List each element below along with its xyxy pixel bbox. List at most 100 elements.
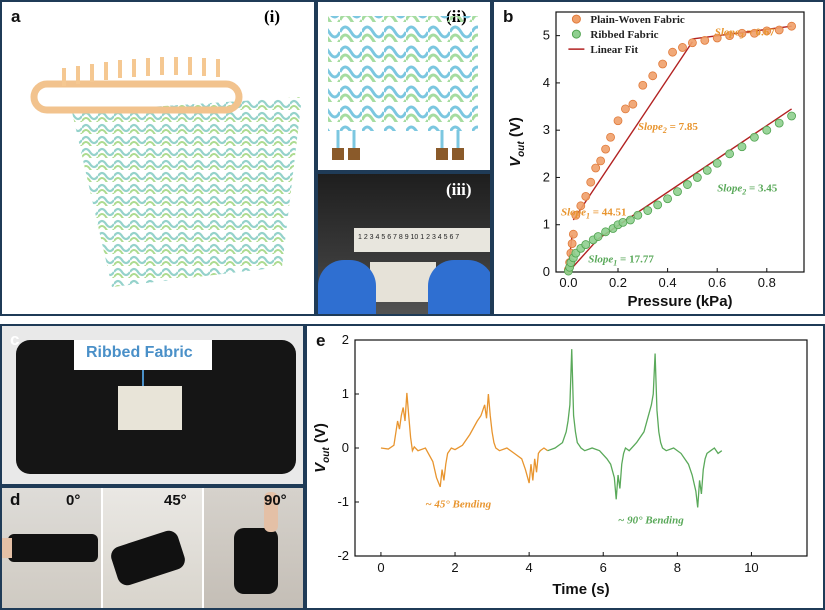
panel-e: e 0 2 4 6 8 10 -2 -1 0 1 2 Time (s) Vout (V) ~ 45° Be… [305,324,825,610]
x-tick-label: 0.0 [559,275,577,290]
ribbed-fabric-patch [118,386,182,430]
ribbed-point [673,187,682,197]
legend-entry: Ribbed Fabric [590,29,658,41]
plain-woven-point [787,21,797,31]
ribbed-point [749,132,759,142]
panel-e-label: e [316,331,326,350]
panel-d: d 0° 45° 90° [0,486,305,610]
plain-woven-point [571,210,581,220]
ribbed-point [663,194,673,204]
y-tick-label: 4 [543,75,550,90]
plain-woven-point [700,35,710,45]
plain-woven-point [762,26,772,36]
panel-b: b 0.0 0.2 0.4 0.6 0.8 0 1 2 3 4 5 Pressure (kPa) Vou… [492,0,825,316]
ribbed-point [774,118,784,128]
x-tick-label: 0.6 [708,275,726,290]
ribbed-point [737,142,747,152]
x-tick-label: 0.2 [609,275,627,290]
x-tick-label: 4 [526,560,533,575]
plain-woven-point [749,28,759,38]
panel-a-label: a [11,7,21,26]
panel-c: Ribbed Fabric c [0,324,305,486]
y-axis-label: Vout (V) [507,117,527,167]
ribbed-point [625,215,635,225]
x-tick-label: 2 [451,560,458,575]
fabric-photo: 1 2 3 4 5 6 7 8 9 10 1 2 3 4 5 6 7 [318,174,490,314]
ribbed-point [593,232,603,241]
photo-0deg [2,488,101,608]
plain-woven-point [638,80,648,90]
linear-fit-line [572,41,693,221]
ribbed-point [643,206,653,215]
plain-woven-point [648,71,658,81]
fabric-sample [370,262,436,302]
panel-a-sub-label: (i) [264,7,281,26]
x-axis-label: Time (s) [552,581,609,598]
plain-woven-point [606,132,615,142]
plain-woven-point [567,239,577,249]
plain-woven-point [586,177,596,187]
ribbed-knit-structure-illustration [328,16,478,160]
bending-annotation: ~ 45° Bending [425,498,491,510]
x-axis-label: Pressure (kPa) [627,293,732,310]
slope-annotation: Slope2 = 3.45 [717,183,778,197]
plain-woven-point [621,104,630,114]
plain-woven-point [601,144,610,154]
ribbed-point [601,227,610,237]
slope-annotation: Slope3 = 0.67 [715,27,776,41]
ribbed-point [725,149,735,159]
ribbed-point [702,165,712,175]
photo-45deg [103,488,202,608]
panel-d-label: d [10,490,21,509]
ribbed-point [683,180,692,189]
panel-iii: 1 2 3 4 5 6 7 8 9 10 1 2 3 4 5 6 7 (iii) [316,172,492,316]
y-tick-label: 0 [543,264,550,279]
trace-45-bending [380,392,549,488]
ruler [354,228,490,252]
plain-woven-point [591,163,601,173]
panel-c-label: c [10,330,20,349]
plain-woven-point [658,59,668,69]
legend-entry: Linear Fit [590,44,638,56]
angle-label-45: 45° [164,492,187,509]
x-tick-label: 0.8 [758,275,776,290]
x-tick-label: 8 [674,560,681,575]
x-tick-label: 10 [744,560,758,575]
y-tick-label: 1 [342,386,349,401]
panel-a: a (i) [0,0,316,316]
plain-woven-point [613,116,623,126]
ribbed-point [712,158,722,168]
y-tick-label: 2 [342,332,349,347]
plain-woven-point [576,201,586,211]
ribbed-point [618,217,628,227]
slope-annotation: Slope1 = 17.77 [588,254,654,268]
y-tick-label: 2 [543,169,550,184]
y-tick-label: -1 [337,494,349,509]
plain-woven-point [628,99,638,109]
loom-pegs [62,57,220,86]
y-tick-label: 5 [543,28,550,43]
glove-right [428,260,490,314]
plain-woven-point [725,31,735,41]
y-tick-label: 1 [543,217,550,232]
photo-90deg [204,488,303,608]
ribbed-point [692,173,702,182]
ribbed-point [762,125,772,135]
plain-woven-point [712,33,722,43]
angle-label-0: 0° [66,492,81,509]
callout-arrow-icon [142,370,144,386]
ribbed-point [581,240,591,249]
callout-box [74,340,212,370]
ribbed-point [633,210,643,220]
glove-left [318,260,376,314]
y-tick-label: 3 [543,122,550,137]
y-tick-label: 0 [342,440,349,455]
knitting-loom-illustration [30,57,302,287]
y-axis-label: Vout (V) [312,423,332,473]
ribbed-point [787,111,797,121]
x-tick-label: 0 [377,560,384,575]
electrode-icons [332,148,464,160]
plain-woven-point [581,191,591,201]
chart-pressure-response: 0.0 0.2 0.4 0.6 0.8 0 1 2 3 4 5 Pressure (kPa) Vout … [507,11,805,310]
plot-frame [555,11,805,273]
